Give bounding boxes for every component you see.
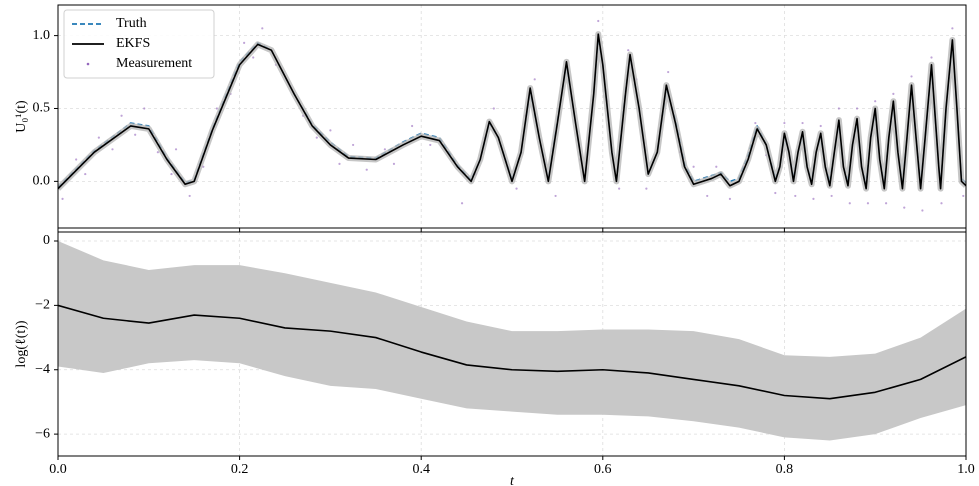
legend-label: EKFS [116,36,150,51]
measurement-point [874,100,877,103]
measurement-point [801,121,804,125]
plot-area [58,19,966,212]
measurement-point [940,202,943,205]
measurement-point [910,75,913,78]
measurement-point [143,107,146,110]
measurement-point [706,194,709,198]
measurement-point [848,202,851,205]
measurement-point [667,70,670,74]
measurement-point [515,187,518,190]
y-axis-label: U₀¹(t) [14,100,29,133]
measurement-point [930,56,933,59]
measurement-point [812,197,815,200]
measurement-point [819,124,822,128]
measurement-point [627,49,630,52]
x-tick-label: 0.8 [776,462,794,477]
measurement-point [352,143,355,147]
measurement-point [156,151,159,154]
measurement-point [188,194,191,198]
legend-label: Measurement [116,56,192,71]
measurement-point [392,162,396,165]
measurement-point [120,114,123,117]
axes-frame [57,231,967,457]
measurement-point [492,107,495,110]
measurement-point [315,136,318,139]
measurement-point [365,168,368,171]
x-tick-label: 0.0 [49,462,67,477]
measurement-point [170,172,173,176]
measurement-point [754,121,757,125]
x-axis-label: t [510,474,515,486]
measurement-point [597,19,600,23]
y-tick-label: 0 [43,233,50,248]
measurement-point [61,197,64,200]
measurement-point [774,191,777,195]
uncertainty-band [58,241,966,441]
measurement-point [715,165,718,168]
measurement-point [884,202,888,205]
measurement-point [794,194,797,198]
measurement-point [411,124,414,128]
measurement-point [903,206,906,209]
measurement-point [855,107,859,110]
x-tick-label: 1.0 [957,462,975,477]
legend-box [63,9,215,79]
measurement-point [866,202,870,205]
x-tick-label: 0.6 [594,462,612,477]
measurement-point [174,148,178,151]
measurement-point [429,143,432,147]
measurement-point [554,194,557,198]
measurement-point [728,197,732,200]
measurement-point [383,148,386,151]
measurement-point [951,27,954,30]
plot-area [58,241,966,441]
series-line [58,33,966,190]
measurement-point [921,209,924,212]
measurement-point [892,92,895,96]
measurement-point [692,165,695,168]
measurement-point [252,56,255,59]
measurement-point [97,136,100,139]
measurement-point [830,194,833,198]
y-tick-label: 0.5 [33,101,51,116]
y-axis-label: log(ℓ(t)) [14,320,29,367]
measurement-point [111,148,114,151]
measurement-point [84,172,87,176]
series-line [58,304,966,400]
measurement-point [783,121,786,125]
measurement-point [837,107,840,110]
measurement-point [75,158,78,161]
axes-frame [57,4,967,229]
measurement-point [645,187,648,190]
y-tick-label: 0.0 [33,174,51,189]
measurement-point [215,107,218,110]
measurement-point [329,129,332,132]
measurement-point [338,162,341,165]
x-tick-label: 0.2 [231,462,249,477]
measurement-point [134,133,137,136]
measurement-point [618,187,621,190]
measurement-point [460,202,464,205]
x-tick-label: 0.4 [412,462,430,477]
y-tick-label: −6 [35,426,50,441]
y-tick-label: −4 [35,362,50,377]
y-tick-label: 1.0 [33,28,51,43]
measurement-point [533,78,536,81]
measurement-point [261,27,264,30]
legend-marker [86,62,90,66]
measurement-point [962,194,965,198]
measurement-point [243,41,246,44]
legend-label: Truth [116,16,147,31]
y-tick-label: −2 [35,298,50,313]
